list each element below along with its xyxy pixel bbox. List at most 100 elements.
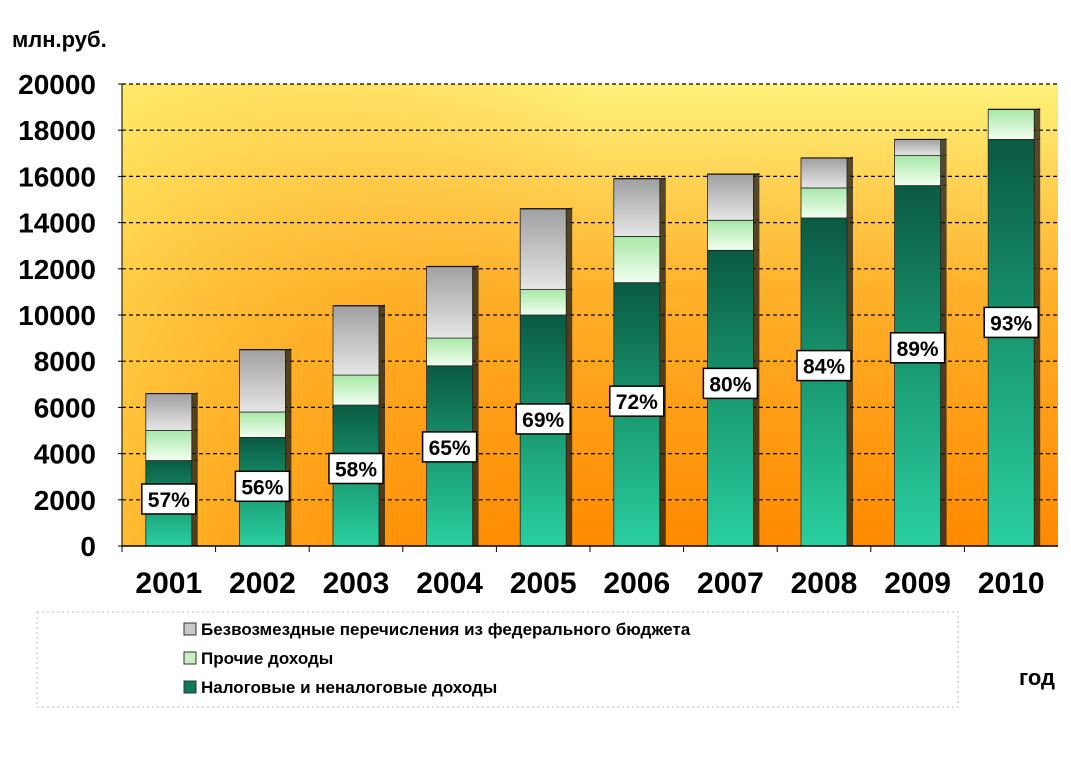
data-label-box <box>609 385 665 417</box>
bar-side-shadow <box>847 216 853 546</box>
y-tick-label: 0 <box>80 531 96 562</box>
bar-segment-other <box>238 411 286 438</box>
data-label: 56% <box>234 470 291 503</box>
bar-segment-other <box>426 337 474 367</box>
bar-segment-federal <box>519 208 567 290</box>
bar-segment-federal <box>145 393 193 431</box>
data-label-box <box>702 367 759 400</box>
data-label: 80% <box>702 367 759 400</box>
bar-side-shadow <box>753 172 760 221</box>
bar-segment-other <box>894 155 941 187</box>
bar-segment-tax <box>800 217 848 547</box>
bars <box>145 108 1041 547</box>
bar-side-shadow <box>847 156 853 188</box>
x-axis-unit: год <box>1019 665 1055 690</box>
legend-swatch <box>183 651 197 665</box>
bar-side-shadow <box>472 265 479 339</box>
bar-side-shadow <box>753 219 760 251</box>
bar-segment-other <box>800 187 848 219</box>
x-tick-label: 2004 <box>416 567 483 600</box>
bar-side-shadow <box>847 186 853 218</box>
bar-side-shadow <box>472 336 479 366</box>
bar-side-shadow <box>1034 108 1041 140</box>
data-label-box <box>515 403 571 435</box>
data-label-box <box>421 431 478 463</box>
y-tick-label: 4000 <box>34 439 96 470</box>
bar-segment-tax <box>894 185 941 547</box>
bar-side-shadow <box>191 429 198 461</box>
bar-segment-federal <box>332 305 380 376</box>
y-tick-label: 8000 <box>34 346 96 377</box>
data-label-box <box>983 306 1039 339</box>
data-label-text: 84% <box>803 356 845 379</box>
bar-side-shadow <box>1034 138 1041 547</box>
x-tick-label: 2009 <box>884 567 951 600</box>
bar-side-shadow <box>285 410 292 438</box>
data-label: 58% <box>328 452 384 485</box>
data-label-box <box>889 332 946 364</box>
y-tick-label: 6000 <box>34 392 96 423</box>
data-label-box <box>328 452 384 485</box>
data-label: 93% <box>983 306 1039 339</box>
bar-segment-federal <box>894 139 941 157</box>
data-label: 65% <box>421 431 478 463</box>
bar-segment-other <box>613 236 661 284</box>
data-label-text: 93% <box>990 312 1032 335</box>
y-tick-label: 10000 <box>18 300 96 331</box>
x-tick-label: 2003 <box>323 567 390 600</box>
data-label: 72% <box>609 385 665 417</box>
y-axis-ticks: 0 2000 4000 6000 8000 10000 12000 14000 16000 180… <box>18 69 122 562</box>
data-label: 84% <box>796 349 852 382</box>
data-label: 69% <box>515 403 571 435</box>
bar-segment-other <box>332 374 380 406</box>
bar-segment-federal <box>613 178 661 237</box>
bar-side-shadow <box>379 373 385 406</box>
x-tick-label: 2006 <box>603 567 670 600</box>
bar-side-shadow <box>566 207 573 290</box>
data-label-text: 58% <box>335 458 377 481</box>
bar-side-shadow <box>191 392 198 431</box>
bar-segment-federal <box>707 173 754 221</box>
data-label: 89% <box>889 332 946 364</box>
legend-item: Прочие доходы <box>183 649 333 668</box>
bar-side-shadow <box>659 235 666 283</box>
bar-segment-other <box>145 430 193 461</box>
legend-item: Безвозмездные перечисления из федерально… <box>183 620 691 639</box>
data-label-box <box>234 470 291 503</box>
legend-label: Прочие доходы <box>201 649 333 668</box>
data-label-text: 72% <box>616 391 658 414</box>
x-tick-label: 2005 <box>510 567 577 600</box>
bar-side-shadow <box>940 184 947 546</box>
legend-item: Налоговые и неналоговые доходы <box>183 678 497 697</box>
x-axis-ticks: 2001 2002 2003 2004 2005 2006 2007 2008 2009 2010 <box>121 546 1045 600</box>
y-tick-label: 16000 <box>18 161 96 192</box>
bar-side-shadow <box>940 138 947 156</box>
data-label-text: 80% <box>709 373 751 396</box>
legend-swatch <box>183 680 197 694</box>
x-tick-label: 2001 <box>135 567 202 600</box>
data-label-box <box>141 483 197 515</box>
legend: Безвозмездные перечисления из федерально… <box>36 611 959 708</box>
bar-side-shadow <box>379 304 385 376</box>
y-tick-label: 12000 <box>18 254 96 285</box>
data-label-text: 56% <box>241 476 283 499</box>
bar-side-shadow <box>566 288 573 315</box>
bar-segment-tax <box>987 139 1035 547</box>
legend-label: Налоговые и неналоговые доходы <box>201 678 497 697</box>
y-axis-unit: млн.руб. <box>12 27 107 52</box>
bar-segment-federal <box>238 349 286 413</box>
y-tick-label: 20000 <box>18 69 96 100</box>
bar-side-shadow <box>285 348 292 413</box>
data-labels: 57% 56% 58% 65% 69% 72% 80% 84% 89% 93% <box>141 306 1039 515</box>
legend-label: Безвозмездные перечисления из федерально… <box>201 620 691 639</box>
bar-side-shadow <box>940 154 947 186</box>
y-tick-label: 14000 <box>18 208 96 239</box>
data-label-text: 57% <box>148 489 190 512</box>
data-label-text: 69% <box>522 409 564 432</box>
data-label: 57% <box>141 483 197 515</box>
data-label-box <box>796 349 852 382</box>
y-tick-label: 18000 <box>18 115 96 146</box>
x-tick-label: 2007 <box>697 567 764 600</box>
bar-side-shadow <box>659 177 666 237</box>
